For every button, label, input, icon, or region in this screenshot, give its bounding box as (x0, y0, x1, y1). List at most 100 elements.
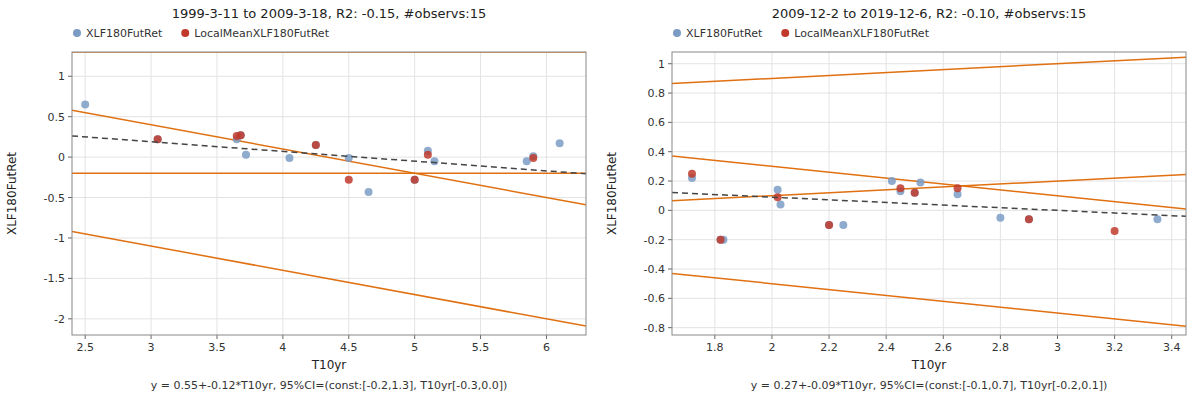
point (312, 141, 320, 149)
legend-label: XLF180FutRet (686, 27, 763, 40)
y-grid-line (672, 63, 1186, 64)
x-tick-label: 6 (543, 341, 550, 354)
point (896, 184, 904, 192)
y-tick-label: 0.2 (648, 175, 666, 188)
x-grid-line (886, 52, 887, 335)
line (672, 174, 1186, 200)
point (345, 154, 353, 162)
plot-frame (672, 52, 1186, 335)
point (529, 154, 537, 162)
x-grid-line (348, 52, 349, 335)
y-tick (668, 93, 672, 94)
grid (672, 52, 1186, 335)
x-grid-line (282, 52, 283, 335)
line (72, 173, 586, 175)
x-grid-line (714, 52, 715, 335)
y-tick-label: 0 (658, 204, 665, 217)
y-tick (68, 237, 72, 238)
point (237, 131, 245, 139)
y-tick (68, 197, 72, 198)
x-tick (480, 335, 481, 339)
plot-background (672, 52, 1186, 335)
point (996, 214, 1004, 222)
point (825, 221, 833, 229)
x-grid-line (480, 52, 481, 335)
x-tick-label: 2.4 (877, 341, 895, 354)
x-tick (282, 335, 283, 339)
y-grid-line (72, 76, 586, 77)
legend-marker (73, 29, 81, 37)
point (717, 236, 725, 244)
point (1111, 227, 1119, 235)
point (81, 101, 89, 109)
point (1025, 215, 1033, 223)
y-grid-line (72, 318, 586, 319)
point (411, 176, 419, 184)
y-grid-line (72, 116, 586, 117)
x-grid-line (1114, 52, 1115, 335)
x-tick-label: 3 (1054, 341, 1061, 354)
y-grid-line (672, 181, 1186, 182)
chart-root: 2.533.544.555.56-2-1.5-1-0.500.511999-3-… (0, 0, 1200, 409)
y-tick-label: -0.2 (644, 234, 665, 247)
grid (72, 52, 586, 335)
x-tick (216, 335, 217, 339)
data-marks (72, 52, 586, 326)
x-grid-line (1057, 52, 1058, 335)
legend-marker (781, 29, 789, 37)
line (672, 156, 1186, 209)
point (777, 200, 785, 208)
y-tick (668, 327, 672, 328)
x-tick (714, 335, 715, 339)
legend: XLF180FutRet LocalMeanXLF180FutRet (673, 27, 930, 40)
x-tick (546, 335, 547, 339)
y-tick-label: 0.4 (648, 146, 666, 159)
y-axis-label: XLF180FutRet (5, 152, 19, 235)
y-grid-line (672, 327, 1186, 328)
y-tick (68, 278, 72, 279)
y-grid-line (72, 237, 586, 238)
point (430, 157, 438, 165)
point (839, 221, 847, 229)
y-tick-label: -0.8 (644, 322, 665, 335)
x-tick (1171, 335, 1172, 339)
point (411, 176, 419, 184)
x-grid-line (943, 52, 944, 335)
y-tick-label: -0.4 (644, 263, 665, 276)
x-axis-label: T10yr (311, 358, 347, 372)
x-grid-line (151, 52, 152, 335)
point (365, 188, 373, 196)
point (888, 177, 896, 185)
x-tick (1057, 335, 1058, 339)
x-grid-line (1000, 52, 1001, 335)
x-tick-label: 3 (148, 341, 155, 354)
y-tick (668, 63, 672, 64)
line (672, 273, 1186, 326)
line (72, 110, 586, 205)
y-tick-label: -1 (54, 232, 65, 245)
x-axis-label: T10yr (911, 358, 947, 372)
x-tick-label: 2.8 (992, 341, 1010, 354)
annotation: y = 0.27+-0.09*T10yr, 95%CI=(const:[-0.1… (751, 379, 1108, 392)
y-axis-label: XLF180FutRet (605, 152, 619, 235)
x-tick (771, 335, 772, 339)
point (1025, 215, 1033, 223)
y-tick-label: 1 (658, 58, 665, 71)
x-tick-label: 2.6 (935, 341, 953, 354)
y-tick (68, 318, 72, 319)
y-tick-label: 0.5 (48, 111, 66, 124)
x-tick (829, 335, 830, 339)
x-grid-line (546, 52, 547, 335)
panel: 2.533.544.555.56-2-1.5-1-0.500.511999-3-… (5, 6, 586, 392)
point (312, 141, 320, 149)
x-grid-line (1171, 52, 1172, 335)
y-tick (668, 298, 672, 299)
title: 1999-3-11 to 2009-3-18, R2: -0.15, #obse… (172, 6, 486, 21)
point (911, 189, 919, 197)
x-grid-line (771, 52, 772, 335)
y-grid-line (672, 298, 1186, 299)
legend-label: LocalMeanXLF180FutRet (794, 27, 929, 40)
point (916, 179, 924, 187)
data-marks (672, 57, 1186, 326)
y-tick-label: 0 (58, 151, 65, 164)
